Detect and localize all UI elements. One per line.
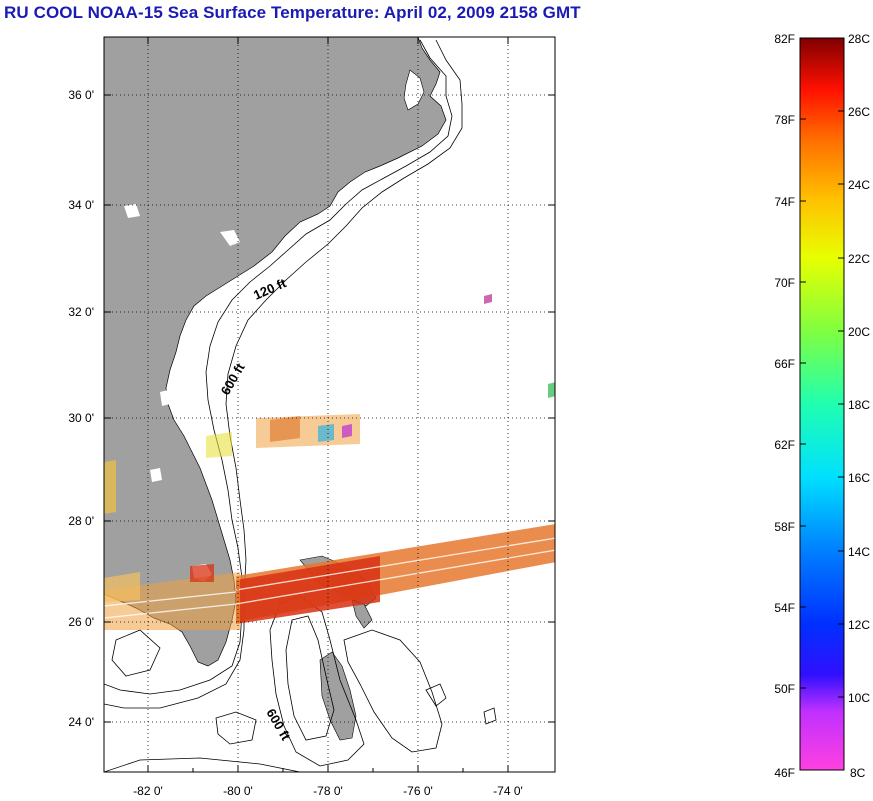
colorbar-c-label: 18C <box>848 398 870 412</box>
us-landmass <box>104 37 447 667</box>
colorbar-gradient <box>799 37 845 771</box>
colorbar-f-label: 66F <box>774 357 795 371</box>
colorbar-c-label: 24C <box>848 178 870 192</box>
lat-label: 28 0' <box>68 514 94 528</box>
colorbar-f-label: 58F <box>774 520 795 534</box>
lon-label: -78 0' <box>313 784 343 798</box>
map-area: 120 ft 600 ft 600 ft <box>104 37 555 772</box>
colorbar-c-label: 26C <box>848 105 870 119</box>
colorbar-f-label: 54F <box>774 601 795 615</box>
colorbar: 82F 78F 74F 70F 66F 62F 58F 54F 50F 46F … <box>774 32 870 780</box>
lon-label: -80 0' <box>223 784 253 798</box>
lat-label: 32 0' <box>68 305 94 319</box>
lat-tick-labels: 36 0' 34 0' 32 0' 30 0' 28 0' 26 0' 24 0… <box>68 88 94 729</box>
lat-label: 34 0' <box>68 198 94 212</box>
sst-swath <box>104 294 555 630</box>
colorbar-c-label: 12C <box>848 618 870 632</box>
map-title: RU COOL NOAA-15 Sea Surface Temperature:… <box>4 3 581 22</box>
lat-lon-grid <box>104 37 555 772</box>
colorbar-f-label: 82F <box>774 32 795 46</box>
colorbar-c-label: 8C <box>850 766 866 780</box>
colorbar-f-label: 50F <box>774 682 795 696</box>
colorbar-f-label: 70F <box>774 276 795 290</box>
lon-label: -82 0' <box>133 784 163 798</box>
colorbar-c-label: 22C <box>848 252 870 266</box>
bahamas-andros <box>319 651 357 741</box>
colorbar-c-label: 14C <box>848 545 870 559</box>
lon-tick-labels: -82 0' -80 0' -78 0' -76 0' -74 0' <box>133 784 523 798</box>
lat-label: 36 0' <box>68 88 94 102</box>
colorbar-c-label: 10C <box>848 691 870 705</box>
colorbar-f-label: 78F <box>774 113 795 127</box>
colorbar-f-label: 62F <box>774 438 795 452</box>
frame-ticks <box>104 37 555 772</box>
colorbar-c-label: 20C <box>848 325 870 339</box>
lon-label: -74 0' <box>493 784 523 798</box>
lat-label: 30 0' <box>68 411 94 425</box>
depth-contours <box>104 39 497 772</box>
colorbar-f-label: 46F <box>774 766 795 780</box>
colorbar-f-label: 74F <box>774 195 795 209</box>
lon-label: -76 0' <box>403 784 433 798</box>
map-frame <box>103 36 556 773</box>
lat-label: 24 0' <box>68 715 94 729</box>
colorbar-c-label: 28C <box>848 32 870 46</box>
colorbar-c-label: 16C <box>848 471 870 485</box>
lat-label: 26 0' <box>68 615 94 629</box>
